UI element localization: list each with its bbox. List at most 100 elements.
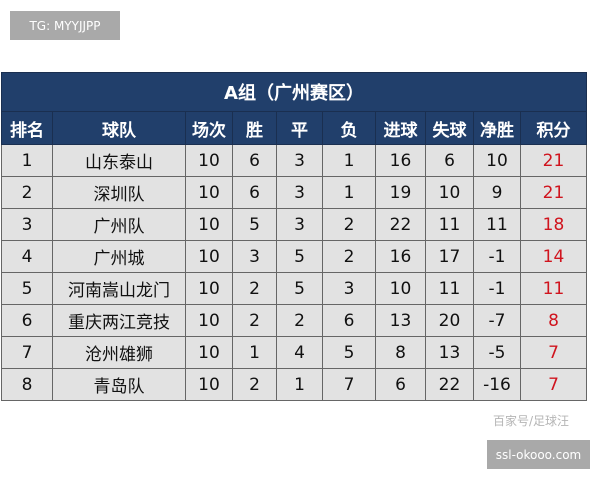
table-row: 8 青岛队 10 2 1 7 6 22 -16 7: [1, 368, 587, 401]
column-header: 进球: [375, 111, 426, 145]
table-cell: 16: [375, 144, 426, 177]
table-cell: 5: [322, 336, 376, 369]
table-cell: 10: [473, 144, 521, 177]
column-header: 胜: [232, 111, 277, 145]
watermark-site: ssl-okooo.com: [487, 440, 590, 469]
table-cell: 2: [276, 304, 323, 337]
table-cell: 3: [232, 240, 277, 273]
table-cell: 10: [185, 208, 233, 241]
table-cell: 3: [1, 208, 53, 241]
table-cell: 11: [520, 272, 587, 305]
table-cell: 22: [375, 208, 426, 241]
table-cell: 22: [425, 368, 474, 401]
table-cell: 1: [1, 144, 53, 177]
table-cell: 13: [375, 304, 426, 337]
table-row: 7 沧州雄狮 10 1 4 5 8 13 -5 7: [1, 336, 587, 369]
table-cell: 4: [276, 336, 323, 369]
table-row: 4 广州城 10 3 5 2 16 17 -1 14: [1, 240, 587, 273]
table-cell: 6: [1, 304, 53, 337]
table-cell: 1: [232, 336, 277, 369]
column-header: 场次: [185, 111, 233, 145]
table-cell: 10: [185, 144, 233, 177]
table-cell: 6: [322, 304, 376, 337]
table-cell: 11: [425, 208, 474, 241]
table-cell: 2: [232, 272, 277, 305]
table-cell: 河南嵩山龙门: [52, 272, 186, 305]
table-cell: 7: [520, 336, 587, 369]
table-cell: 6: [375, 368, 426, 401]
table-cell: 5: [232, 208, 277, 241]
table-cell: -16: [473, 368, 521, 401]
table-cell: 18: [520, 208, 587, 241]
table-cell: -1: [473, 240, 521, 273]
table-cell: 青岛队: [52, 368, 186, 401]
table-cell: 14: [520, 240, 587, 273]
table-cell: 11: [473, 208, 521, 241]
table-cell: 广州队: [52, 208, 186, 241]
table-cell: 2: [232, 368, 277, 401]
table-cell: 10: [185, 176, 233, 209]
table-cell: 3: [276, 176, 323, 209]
table-cell: -1: [473, 272, 521, 305]
table-cell: 2: [322, 240, 376, 273]
table-cell: 沧州雄狮: [52, 336, 186, 369]
table-cell: -7: [473, 304, 521, 337]
table-cell: 17: [425, 240, 474, 273]
table-cell: 10: [375, 272, 426, 305]
table-cell: 2: [322, 208, 376, 241]
table-cell: 3: [276, 144, 323, 177]
standings-table: A组（广州赛区） 排名 球队 场次胜平负进球 失球 净胜 积分 1 山东泰山 10 6 3 1 16 6…: [1, 72, 587, 401]
table-cell: 6: [232, 144, 277, 177]
table-cell: 1: [276, 368, 323, 401]
column-header: 失球: [425, 111, 474, 145]
table-cell: 重庆两江竞技: [52, 304, 186, 337]
table-cell: 10: [185, 336, 233, 369]
table-cell: 16: [375, 240, 426, 273]
column-header: 负: [322, 111, 376, 145]
table-cell: 3: [276, 208, 323, 241]
table-cell: 8: [1, 368, 53, 401]
table-title: A组（广州赛区）: [1, 72, 587, 112]
table-cell: 深圳队: [52, 176, 186, 209]
table-cell: 7: [520, 368, 587, 401]
table-cell: 19: [375, 176, 426, 209]
table-cell: 7: [322, 368, 376, 401]
table-cell: 21: [520, 176, 587, 209]
table-cell: 8: [520, 304, 587, 337]
table-cell: 5: [1, 272, 53, 305]
table-cell: 山东泰山: [52, 144, 186, 177]
table-cell: 5: [276, 272, 323, 305]
column-header: 排名: [1, 111, 53, 145]
column-header: 平: [276, 111, 323, 145]
table-row: 1 山东泰山 10 6 3 1 16 6 10 21: [1, 144, 587, 177]
table-cell: 4: [1, 240, 53, 273]
table-cell: 10: [185, 368, 233, 401]
table-row: 2 深圳队 10 6 3 1 19 10 9 21: [1, 176, 587, 209]
table-cell: 10: [185, 240, 233, 273]
table-cell: 1: [322, 144, 376, 177]
table-cell: 13: [425, 336, 474, 369]
table-cell: 21: [520, 144, 587, 177]
table-cell: 10: [425, 176, 474, 209]
table-cell: 6: [425, 144, 474, 177]
column-header: 积分: [520, 111, 587, 145]
table-cell: 7: [1, 336, 53, 369]
table-cell: -5: [473, 336, 521, 369]
table-cell: 2: [232, 304, 277, 337]
watermark-overlay: 百家号/足球汪: [493, 414, 570, 428]
header-row: 排名 球队 场次胜平负进球 失球 净胜 积分: [1, 111, 587, 145]
table-row: 3 广州队 10 5 3 2 22 11 11 18: [1, 208, 587, 241]
table-cell: 8: [375, 336, 426, 369]
table-cell: 10: [185, 304, 233, 337]
table-cell: 1: [322, 176, 376, 209]
table-cell: 6: [232, 176, 277, 209]
column-header: 净胜: [473, 111, 521, 145]
table-cell: 广州城: [52, 240, 186, 273]
table-cell: 11: [425, 272, 474, 305]
watermark-tg: TG: MYYJJPP: [10, 11, 120, 40]
table-cell: 3: [322, 272, 376, 305]
table-cell: 20: [425, 304, 474, 337]
table-cell: 10: [185, 272, 233, 305]
table-row: 6 重庆两江竞技 10 2 2 6 13 20 -7 8: [1, 304, 587, 337]
table-cell: 5: [276, 240, 323, 273]
